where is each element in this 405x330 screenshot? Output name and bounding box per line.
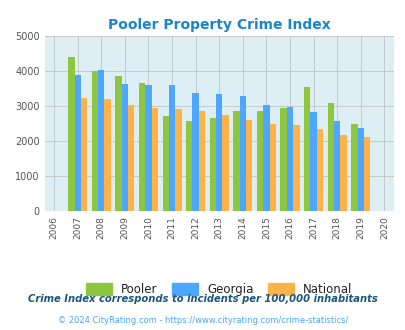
Bar: [333, 121, 339, 211]
Bar: [327, 103, 333, 211]
Bar: [151, 108, 158, 211]
Bar: [92, 71, 98, 211]
Text: Crime Index corresponds to incidents per 100,000 inhabitants: Crime Index corresponds to incidents per…: [28, 294, 377, 304]
Bar: [75, 75, 81, 211]
Text: © 2024 CityRating.com - https://www.cityrating.com/crime-statistics/: © 2024 CityRating.com - https://www.city…: [58, 316, 347, 325]
Bar: [215, 94, 222, 211]
Bar: [350, 124, 357, 211]
Bar: [233, 111, 239, 211]
Title: Pooler Property Crime Index: Pooler Property Crime Index: [108, 18, 330, 32]
Bar: [292, 125, 299, 211]
Bar: [168, 84, 175, 211]
Bar: [128, 105, 134, 211]
Bar: [175, 109, 181, 211]
Bar: [81, 98, 87, 211]
Bar: [122, 83, 128, 211]
Bar: [286, 107, 292, 211]
Bar: [222, 115, 228, 211]
Bar: [162, 116, 168, 211]
Bar: [68, 56, 75, 211]
Bar: [104, 99, 111, 211]
Bar: [269, 124, 275, 211]
Bar: [262, 105, 269, 211]
Bar: [198, 111, 205, 211]
Bar: [280, 108, 286, 211]
Bar: [145, 85, 151, 211]
Bar: [185, 120, 192, 211]
Bar: [115, 76, 122, 211]
Bar: [357, 128, 363, 211]
Bar: [363, 137, 369, 211]
Bar: [310, 112, 316, 211]
Bar: [339, 135, 346, 211]
Bar: [209, 118, 215, 211]
Bar: [139, 83, 145, 211]
Legend: Pooler, Georgia, National: Pooler, Georgia, National: [81, 278, 356, 301]
Bar: [239, 96, 245, 211]
Bar: [192, 93, 198, 211]
Bar: [256, 111, 262, 211]
Bar: [303, 87, 310, 211]
Bar: [98, 70, 104, 211]
Bar: [245, 120, 252, 211]
Bar: [316, 129, 322, 211]
